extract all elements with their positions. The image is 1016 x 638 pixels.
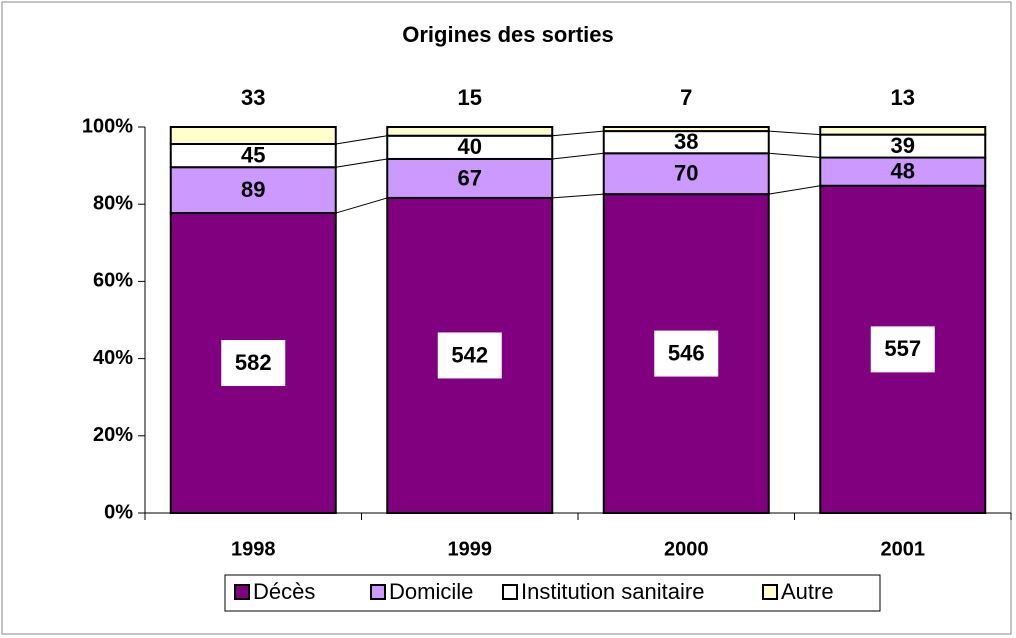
data-label: 40 [458,134,482,159]
series-line [552,152,604,160]
data-label-box [221,340,286,387]
data-label: 33 [241,85,265,110]
data-label: 546 [668,340,705,365]
series-line [335,197,388,214]
data-label: 67 [458,165,482,190]
legend-swatch [234,584,250,600]
series-line [768,130,821,136]
legend-swatch [762,584,778,600]
data-label: 542 [451,342,488,367]
y-tick-label: 0% [104,501,133,523]
y-tick-label: 100% [82,115,133,137]
legend-swatch [502,584,518,600]
bar-segment [602,126,770,133]
series-line [768,152,821,159]
bar-segment [602,152,770,196]
data-label-box [437,332,502,379]
data-label-box [654,330,719,377]
bar-segment [819,126,987,136]
legend-swatch [370,584,386,600]
data-label: 557 [884,336,921,361]
series-line [552,130,604,137]
legend-label: Décès [253,579,315,604]
data-label: 13 [891,85,915,110]
legend-label: Institution sanitaire [521,579,704,604]
x-tick-label: 1998 [231,538,276,560]
x-tick-label: 1999 [448,538,493,560]
data-label: 7 [680,85,692,110]
bar-segment [169,126,337,146]
y-tick-label: 40% [93,347,133,369]
bar-segment [386,157,554,199]
data-label: 70 [674,161,698,186]
data-label: 39 [891,133,915,158]
y-tick-label: 80% [93,192,133,214]
series-line [552,193,604,199]
data-label: 38 [674,129,698,154]
series-line [335,135,388,145]
x-tick-label: 2000 [664,538,709,560]
data-label-box [870,326,935,373]
data-label: 48 [891,158,915,183]
data-label: 582 [235,350,272,375]
legend-label: Autre [781,579,834,604]
data-label: 45 [241,142,265,167]
legend-label: Domicile [389,579,473,604]
bar-segment [386,126,554,137]
x-tick-label: 2001 [881,538,926,560]
y-tick-label: 60% [93,270,133,292]
data-label: 89 [241,177,265,202]
y-tick-label: 20% [93,424,133,446]
series-line [768,185,821,195]
bar-segment [169,166,337,215]
data-label: 15 [458,85,482,110]
chart-title: Origines des sorties [402,22,614,47]
series-line [335,158,388,168]
